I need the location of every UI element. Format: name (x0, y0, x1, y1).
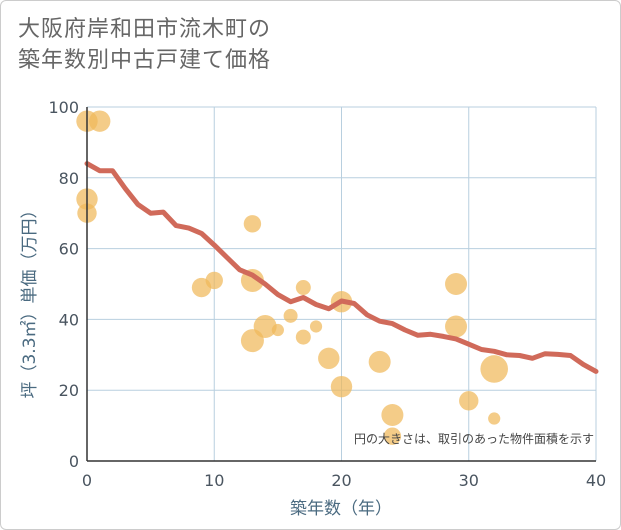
data-point (459, 391, 479, 411)
data-point (383, 427, 402, 445)
y-tick-label: 100 (48, 98, 79, 117)
data-point (445, 273, 468, 295)
data-point (368, 350, 391, 373)
y-tick-label: 80 (59, 169, 79, 188)
data-point (283, 308, 298, 323)
x-tick-label: 40 (586, 471, 606, 490)
data-point (480, 355, 509, 383)
data-point (381, 403, 404, 426)
data-point (243, 215, 262, 233)
x-axis-label: 築年数（年） (290, 499, 392, 519)
y-tick-label: 20 (59, 381, 79, 400)
line-layer (84, 161, 599, 374)
chart-title: 大阪府岸和田市流木町の 築年数別中古戸建て価格 (18, 14, 271, 76)
y-axis-label: 坪（3.3㎡）単価（万円） (20, 201, 40, 398)
chart-title-line-1: 大阪府岸和田市流木町の (18, 17, 272, 42)
bubble-layer (76, 110, 509, 445)
tick-labels: 0 10 20 30 40 0 20 40 60 80 100 (48, 98, 606, 490)
data-point (89, 110, 111, 132)
y-tick-label: 40 (59, 310, 79, 329)
data-point (191, 277, 212, 298)
data-point (271, 323, 284, 337)
data-point (240, 329, 264, 353)
x-tick-label: 0 (82, 471, 92, 490)
data-point (330, 375, 353, 398)
y-tick-label: 60 (59, 240, 79, 259)
series-line (84, 161, 599, 374)
data-point (488, 412, 501, 425)
axes (86, 107, 596, 462)
size-note: 円の大きさは、取引のあった物件面積を示す (354, 431, 594, 446)
x-tick-label: 10 (204, 471, 224, 490)
grid-lines (87, 106, 597, 461)
data-point (295, 329, 311, 345)
chart-title-line-2: 築年数別中古戸建て価格 (18, 48, 272, 73)
x-tick-label: 30 (459, 471, 479, 490)
data-point (309, 320, 323, 333)
y-tick-label: 0 (69, 452, 79, 471)
x-tick-label: 20 (331, 471, 351, 490)
data-point (295, 280, 311, 296)
data-point (318, 347, 340, 370)
data-point (445, 315, 468, 338)
